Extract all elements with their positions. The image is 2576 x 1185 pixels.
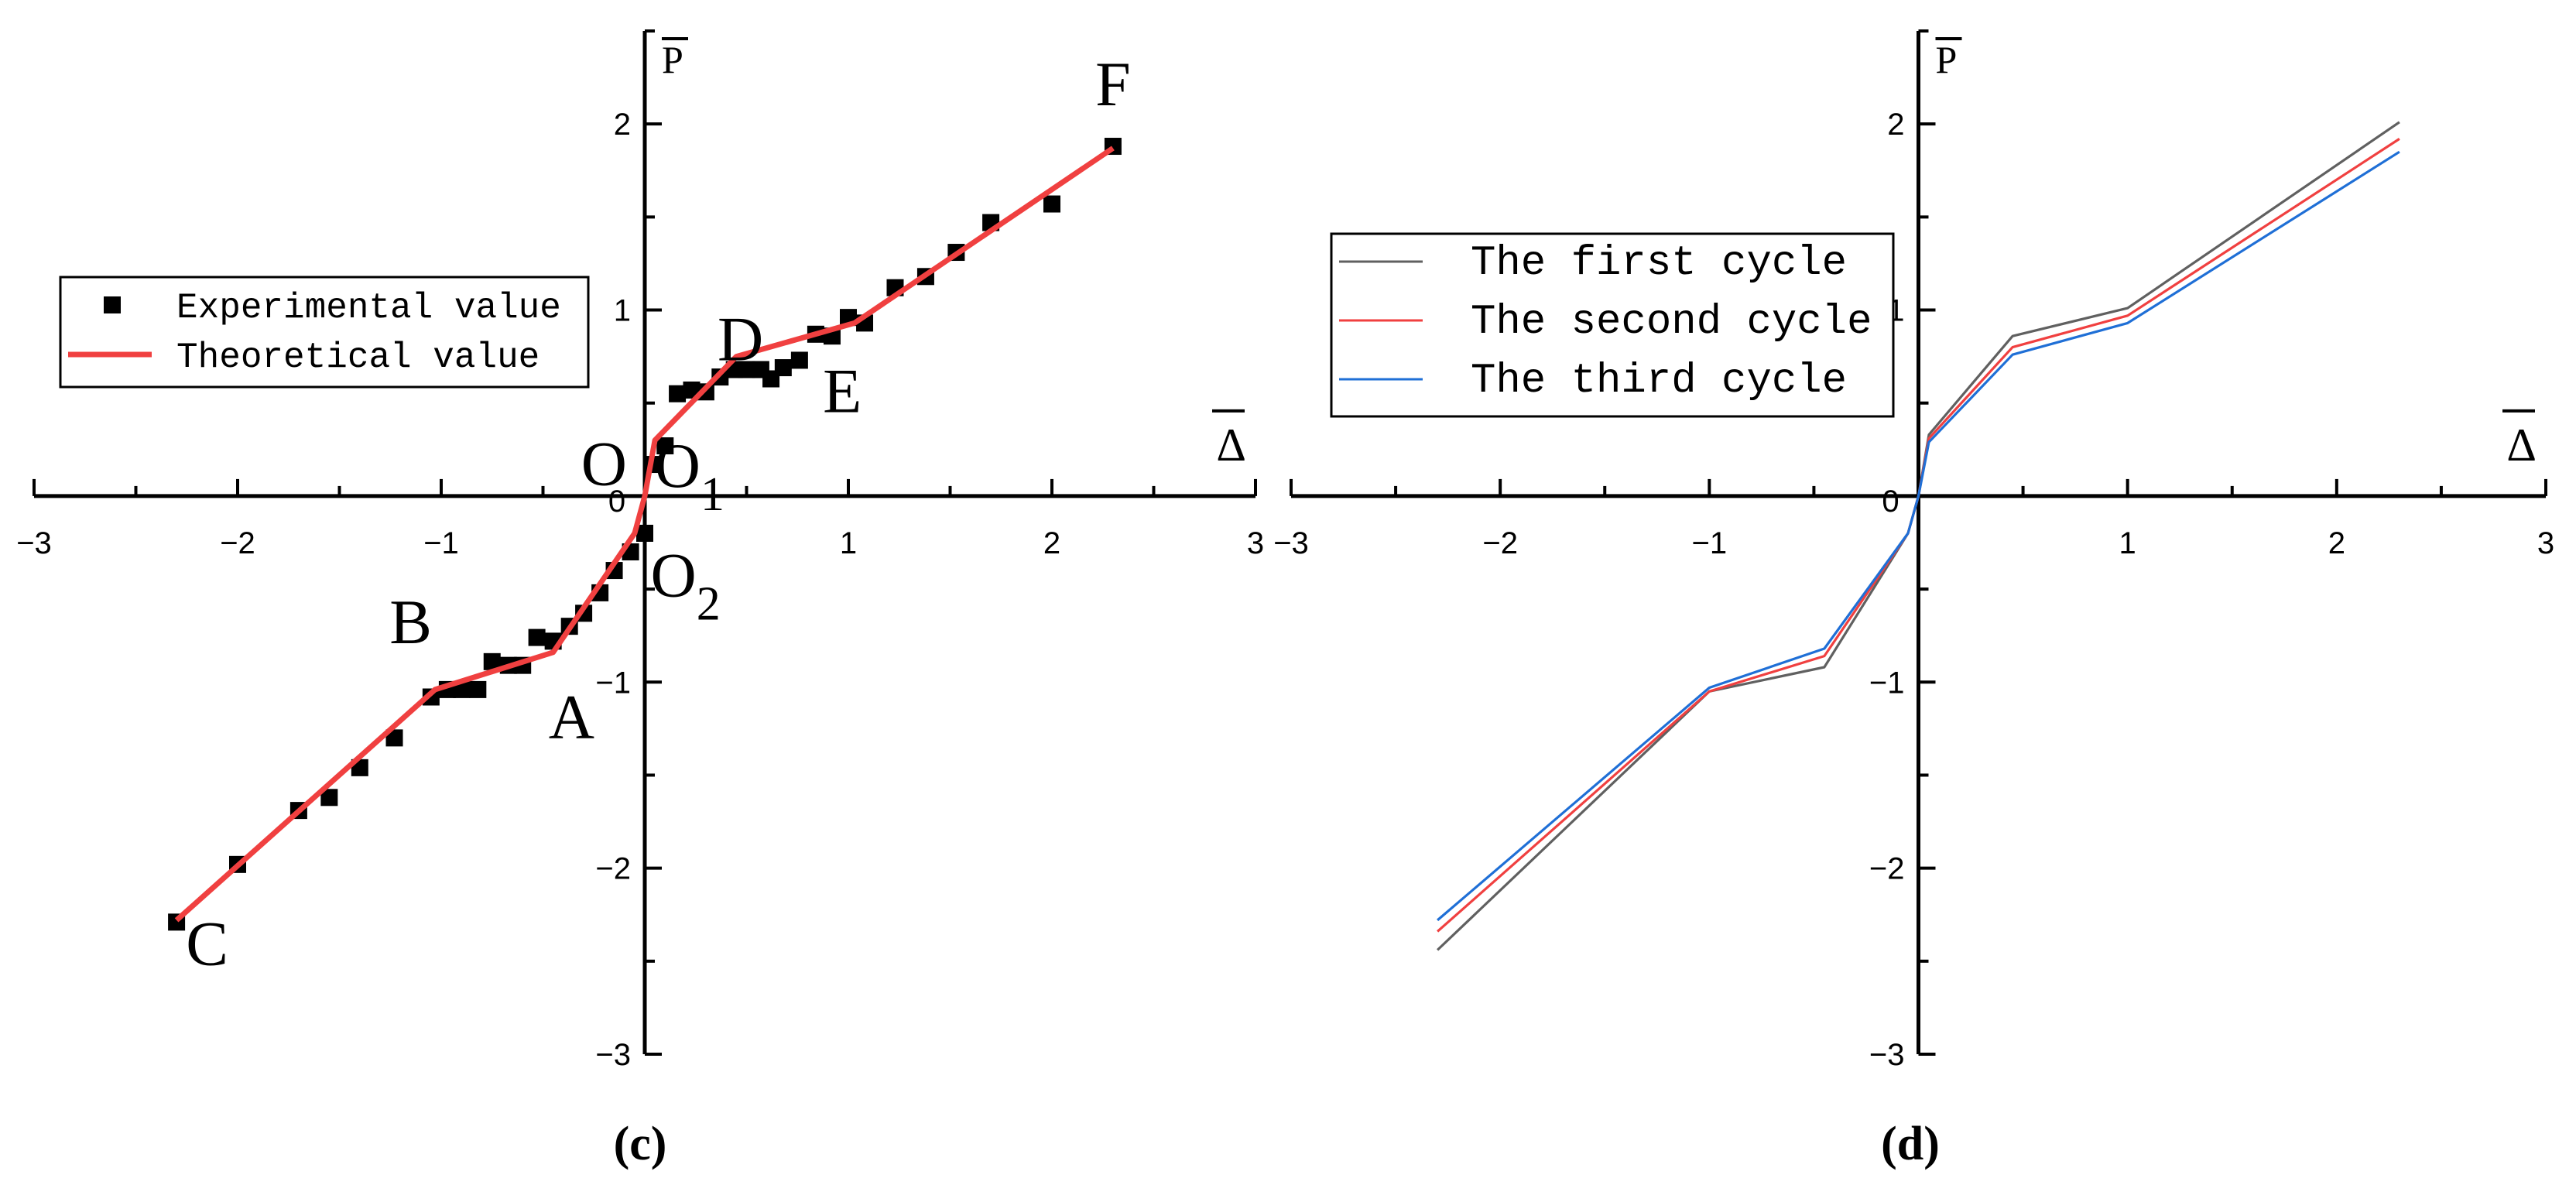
legend-marker-square: [104, 296, 121, 313]
y-tick-label: 2: [614, 108, 631, 142]
y-axis-label: P: [662, 38, 683, 81]
y-tick-label: 2: [1887, 108, 1904, 142]
annotation-subscript: 1: [701, 468, 724, 521]
experimental-point: [1043, 195, 1060, 213]
x-tick-label: 2: [2328, 526, 2345, 560]
y-tick-label: −1: [595, 666, 631, 700]
experimental-point: [528, 628, 546, 646]
experimental-point: [774, 359, 792, 377]
experimental-point: [320, 789, 338, 807]
point-annotation: C: [186, 909, 228, 979]
y-tick-label: −2: [595, 852, 631, 886]
experimental-point: [738, 361, 755, 378]
legend-box: [59, 276, 590, 389]
point-annotation: D: [718, 303, 763, 374]
origin-tick-label: 0: [608, 485, 625, 519]
y-tick-label: −3: [1869, 1038, 1905, 1072]
y-tick-label: −1: [1869, 666, 1905, 700]
experimental-point: [385, 729, 403, 747]
point-annotation: B: [389, 587, 432, 657]
panel-c-chart: −3 −2 −1 1 2 3 0 −3 −2 −1 1 2 Δ P F DE O O1 O2 B A C Experimen…: [16, 29, 1264, 1170]
point-annotation: A: [549, 681, 594, 752]
legend-label: The first cycle: [1471, 240, 1847, 287]
point-annotation: F: [1095, 49, 1131, 119]
y-tick-label: −3: [595, 1038, 631, 1072]
panel-label: (c): [614, 1118, 667, 1170]
experimental-point: [469, 680, 487, 698]
legend-label: Theoretical value: [176, 337, 540, 378]
x-tick-label: 2: [1043, 526, 1060, 560]
x-tick-label: 3: [2537, 526, 2554, 560]
x-tick-label: −2: [1482, 526, 1518, 560]
x-tick-label: −1: [1692, 526, 1728, 560]
point-annotation: E: [823, 356, 862, 426]
series-line: [1437, 150, 2400, 922]
legend-box: [1330, 232, 1895, 418]
experimental-point: [669, 385, 687, 402]
series-line: [174, 146, 1115, 923]
experimental-point: [636, 524, 653, 542]
y-axis-label: P: [1936, 38, 1958, 81]
legend-label: Experimental value: [176, 288, 561, 328]
point-annotation: O: [581, 428, 627, 498]
legend-label: The second cycle: [1471, 299, 1872, 346]
experimental-point: [790, 351, 808, 369]
x-tick-label: −3: [16, 526, 52, 560]
annotation-subscript: 2: [697, 578, 721, 631]
y-tick-label: 1: [614, 294, 631, 328]
origin-tick-label: 0: [1882, 485, 1899, 519]
legend-label: The third cycle: [1471, 358, 1847, 405]
point-annotation: O1: [655, 430, 724, 521]
x-tick-label: 3: [1247, 526, 1264, 560]
x-axis-label: Δ: [2506, 420, 2537, 471]
x-axis-label: Δ: [1216, 420, 1246, 471]
experimental-point: [683, 381, 701, 399]
x-tick-label: −2: [220, 526, 255, 560]
panel-label: (d): [1881, 1118, 1940, 1170]
x-tick-label: −1: [423, 526, 459, 560]
experimental-point: [483, 652, 501, 670]
x-tick-label: 1: [2119, 526, 2136, 560]
x-tick-label: −3: [1273, 526, 1309, 560]
point-annotation: O2: [650, 540, 720, 631]
x-tick-label: 1: [840, 526, 857, 560]
experimental-point: [656, 437, 674, 455]
y-tick-label: −2: [1869, 852, 1905, 886]
